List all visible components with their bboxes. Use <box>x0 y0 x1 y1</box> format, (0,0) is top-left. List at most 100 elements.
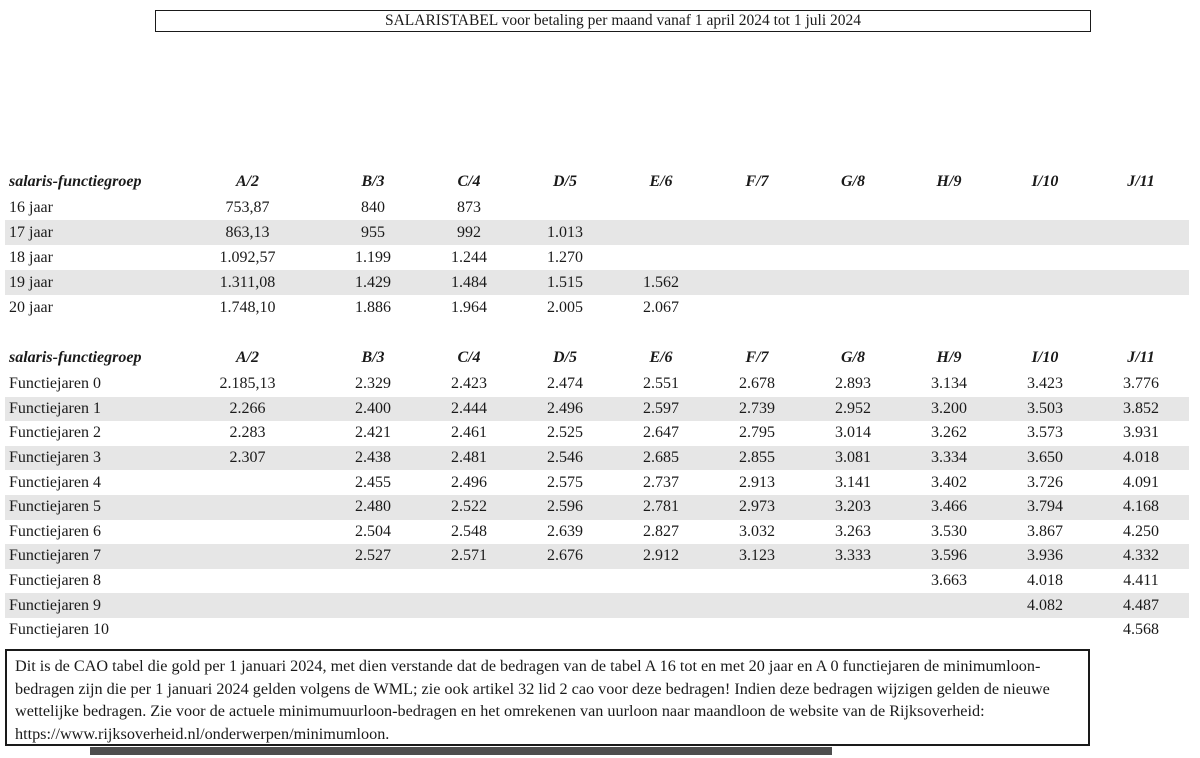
cell: 2.739 <box>739 399 775 417</box>
cell: 1.748,10 <box>219 298 276 316</box>
table-row: Functiejaren 1 2.266 2.400 2.444 2.496 2.597 2… <box>5 396 1189 422</box>
cell <box>805 245 901 270</box>
cell: 2.795 <box>739 424 775 442</box>
cell: 2.423 <box>451 375 487 393</box>
cell <box>170 544 325 569</box>
cell: 2.496 <box>451 473 487 491</box>
cell: 873 <box>457 198 481 216</box>
cell: 2.421 <box>355 424 391 442</box>
column-header: F/7 <box>745 348 769 366</box>
cell <box>997 295 1093 320</box>
cell <box>901 295 997 320</box>
cell: 2.185,13 <box>219 375 276 393</box>
row-label: 18 jaar <box>9 248 53 266</box>
cell: 3.014 <box>835 424 871 442</box>
functiejaren-salary-table: salaris-functiegroep A/2 B/3 C/4 D/5 E/6 F/7 G/… <box>5 343 1189 643</box>
cell: 3.503 <box>1027 399 1063 417</box>
cell: 2.913 <box>739 473 775 491</box>
footer-note-text: Dit is de CAO tabel die gold per 1 janua… <box>15 657 1050 743</box>
cell: 4.091 <box>1123 473 1159 491</box>
cell: 4.332 <box>1123 547 1159 565</box>
row-label: Functiejaren 4 <box>9 473 101 491</box>
cell: 1.562 <box>643 273 679 291</box>
column-header: D/5 <box>553 348 577 366</box>
cell: 2.504 <box>355 522 391 540</box>
cell: 2.522 <box>451 498 487 516</box>
cell: 3.663 <box>931 572 967 590</box>
cell <box>1093 245 1189 270</box>
cell <box>901 220 997 245</box>
cell: 2.575 <box>547 473 583 491</box>
cell: 2.597 <box>643 399 679 417</box>
row-label: Functiejaren 2 <box>9 424 101 442</box>
cell: 2.481 <box>451 449 487 467</box>
cell: 2.474 <box>547 375 583 393</box>
column-header: F/7 <box>745 172 769 190</box>
cell <box>709 569 805 594</box>
cell: 2.973 <box>739 498 775 516</box>
cell: 2.781 <box>643 498 679 516</box>
row-label: Functiejaren 7 <box>9 547 101 565</box>
table-row: Functiejaren 2 2.283 2.421 2.461 2.525 2.647 2… <box>5 421 1189 446</box>
cell: 1.270 <box>547 248 583 266</box>
column-header: G/8 <box>841 348 865 366</box>
row-label: Functiejaren 0 <box>9 375 101 393</box>
cell: 2.676 <box>547 547 583 565</box>
cell: 2.551 <box>643 375 679 393</box>
cell: 4.082 <box>1027 596 1063 614</box>
cell <box>170 569 325 594</box>
cell <box>805 618 901 643</box>
cell: 2.400 <box>355 399 391 417</box>
cell <box>613 195 709 220</box>
row-label: 16 jaar <box>9 198 53 216</box>
cell: 2.678 <box>739 375 775 393</box>
cell: 2.283 <box>229 424 266 442</box>
cell: 3.203 <box>835 498 871 516</box>
cell <box>613 593 709 618</box>
cell <box>997 270 1093 295</box>
column-header: G/8 <box>841 172 865 190</box>
cell <box>997 618 1093 643</box>
cell: 2.307 <box>229 449 266 467</box>
cell <box>1093 295 1189 320</box>
cell <box>613 245 709 270</box>
footer-note-box: Dit is de CAO tabel die gold per 1 janua… <box>5 649 1090 746</box>
cell: 3.596 <box>931 547 967 565</box>
row-label: 20 jaar <box>9 298 53 316</box>
cell: 3.262 <box>931 424 967 442</box>
column-header: J/11 <box>1127 172 1155 190</box>
cell: 1.484 <box>451 273 487 291</box>
cell: 2.912 <box>643 547 679 565</box>
cell: 753,87 <box>225 198 270 216</box>
table-row: Functiejaren 6 2.504 2.548 2.639 2.827 3.032 3… <box>5 520 1189 545</box>
column-header: A/2 <box>235 348 260 366</box>
cell: 3.530 <box>931 522 967 540</box>
cell: 2.827 <box>643 522 679 540</box>
column-header: J/11 <box>1127 348 1155 366</box>
cell: 1.429 <box>355 273 391 291</box>
cell: 2.444 <box>451 399 487 417</box>
table-row: Functiejaren 10 4.568 <box>5 618 1189 643</box>
column-header: B/3 <box>361 348 385 366</box>
youth-salary-table: salaris-functiegroep A/2 B/3 C/4 D/5 E/6 F/7 G/… <box>5 168 1189 320</box>
cell <box>901 270 997 295</box>
cell <box>517 593 613 618</box>
column-header: I/10 <box>1031 348 1059 366</box>
cell: 2.548 <box>451 522 487 540</box>
cell: 2.596 <box>547 498 583 516</box>
cell: 2.685 <box>643 449 679 467</box>
column-header: B/3 <box>361 172 385 190</box>
cell: 3.200 <box>931 399 967 417</box>
cell <box>170 618 325 643</box>
cell <box>170 520 325 545</box>
cell <box>805 593 901 618</box>
cell <box>613 618 709 643</box>
cell <box>517 195 613 220</box>
cell: 2.480 <box>355 498 391 516</box>
cell: 2.496 <box>547 399 583 417</box>
cell: 3.867 <box>1027 522 1063 540</box>
document-title: SALARISTABEL voor betaling per maand van… <box>384 12 862 29</box>
cell <box>805 270 901 295</box>
cell <box>517 569 613 594</box>
cell <box>901 593 997 618</box>
